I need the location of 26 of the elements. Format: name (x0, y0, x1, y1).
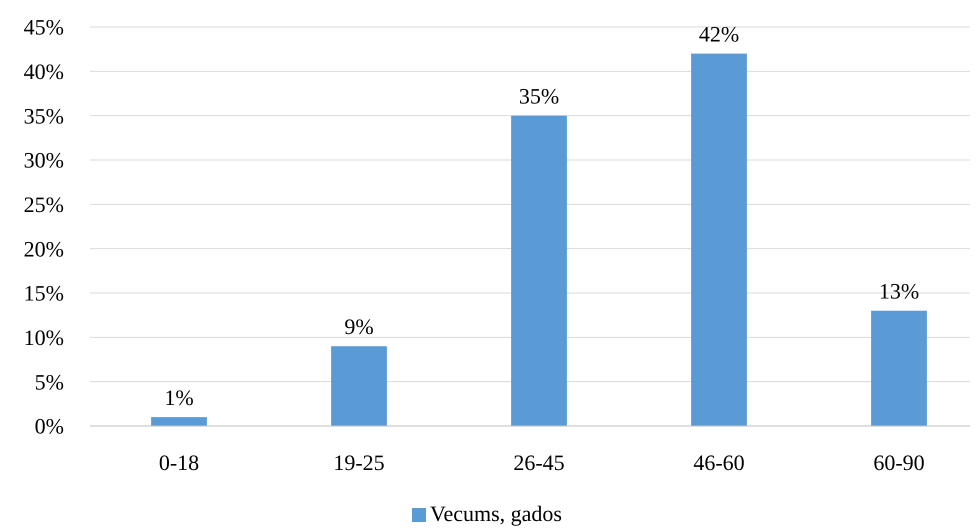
data-label: 9% (344, 314, 374, 340)
legend-label: Vecums, gados (430, 501, 562, 526)
y-tick-label: 0% (34, 414, 64, 439)
y-tick-label: 45% (24, 14, 64, 40)
data-label: 42% (698, 22, 740, 47)
bar (871, 310, 927, 426)
x-tick-label: 26-45 (513, 450, 565, 475)
bar (511, 116, 567, 426)
data-label: 35% (518, 84, 560, 109)
bar (331, 346, 387, 426)
bar (691, 54, 747, 426)
x-tick-label: 46-60 (693, 450, 745, 475)
y-tick-label: 35% (24, 103, 64, 128)
x-tick-label: 19-25 (333, 450, 385, 475)
x-tick-label: 0-18 (158, 450, 200, 475)
bar (151, 417, 207, 426)
data-label: 1% (164, 385, 194, 410)
y-tick-label: 30% (24, 148, 64, 173)
y-tick-label: 40% (24, 59, 64, 84)
y-tick-label: 25% (24, 192, 64, 218)
data-label: 13% (878, 278, 920, 304)
y-tick-label: 5% (34, 369, 64, 394)
y-tick-label: 10% (24, 325, 64, 350)
x-tick-label: 60-90 (873, 450, 925, 475)
y-tick-label: 20% (24, 236, 64, 262)
y-tick-label: 15% (24, 280, 64, 306)
